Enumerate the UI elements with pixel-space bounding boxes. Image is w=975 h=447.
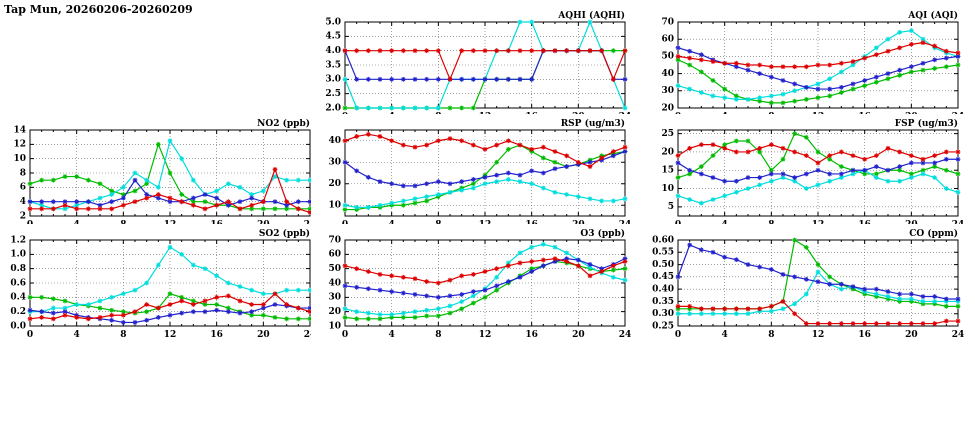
o3-chart-canvas [311,224,631,340]
chart-so2 [0,224,316,340]
chart-o3 [311,224,631,340]
chart-rsp [311,114,631,230]
rsp-chart-canvas [311,114,631,230]
fsp-chart-canvas [644,114,964,230]
chart-co [644,224,964,340]
no2-chart-canvas [0,114,316,230]
so2-chart-canvas [0,224,316,340]
chart-aqhi [311,6,631,122]
aqi-chart-canvas [644,6,964,122]
chart-no2 [0,114,316,230]
co-chart-canvas [644,224,964,340]
page-title: Tap Mun, 20260206-20260209 [4,3,193,16]
aqhi-chart-canvas [311,6,631,122]
chart-aqi [644,6,964,122]
chart-fsp [644,114,964,230]
